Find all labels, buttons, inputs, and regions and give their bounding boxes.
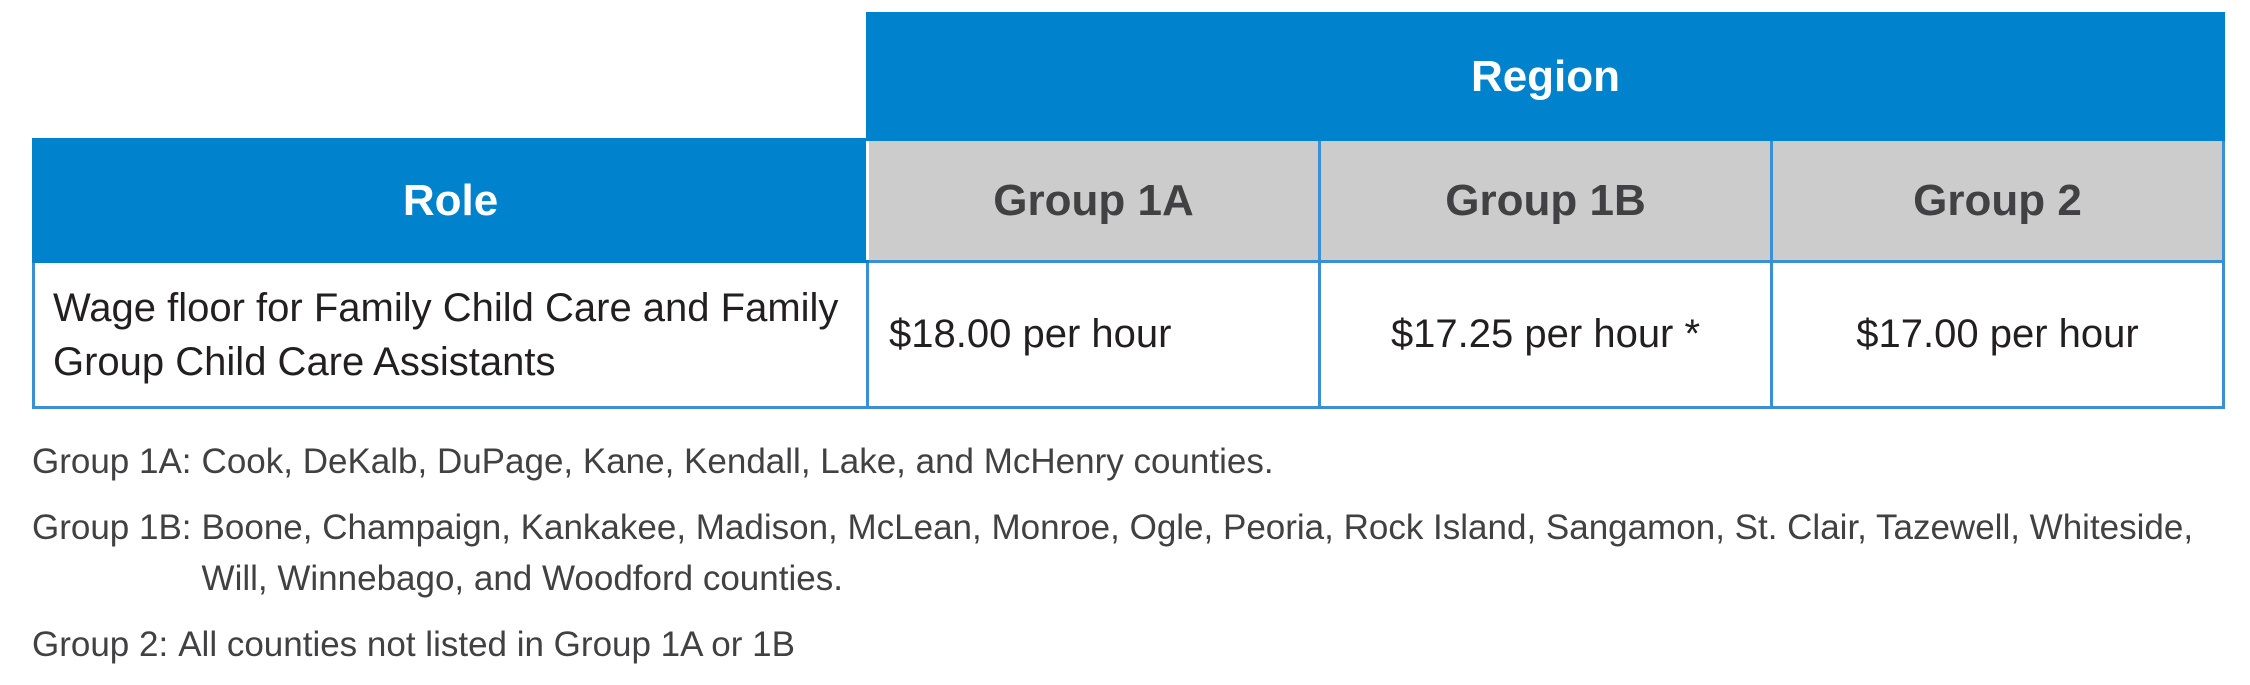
wage-table-container: Region Role Group 1A Group 1B Group 2 Wa… [32, 12, 2225, 409]
note-group-1a: Group 1A: Cook, DeKalb, DuPage, Kane, Ke… [32, 436, 2222, 487]
region-header: Region [866, 12, 2225, 141]
note-label: Group 2: [32, 625, 169, 664]
group-1b-header: Group 1B [1318, 138, 1773, 263]
note-group-2: Group 2: All counties not listed in Grou… [32, 619, 2222, 670]
note-text: All counties not listed in Group 1A or 1… [178, 625, 795, 664]
blank-corner-cell [33, 13, 868, 140]
group-2-rate: $17.00 per hour [1770, 260, 2225, 409]
group-1b-rate: $17.25 per hour * [1318, 260, 1773, 409]
note-label: Group 1A: [32, 442, 192, 481]
role-cell: Wage floor for Family Child Care and Fam… [32, 260, 869, 409]
table-row: Wage floor for Family Child Care and Fam… [32, 260, 2225, 409]
role-header: Role [32, 138, 869, 263]
column-header-row: Role Group 1A Group 1B Group 2 [32, 138, 2225, 263]
note-group-1b: Group 1B: Boone, Champaign, Kankakee, Ma… [32, 502, 2222, 604]
note-text: Boone, Champaign, Kankakee, Madison, McL… [201, 508, 2194, 598]
note-text: Cook, DeKalb, DuPage, Kane, Kendall, Lak… [201, 442, 1274, 481]
wage-table: Region Role Group 1A Group 1B Group 2 Wa… [32, 12, 2225, 409]
group-1a-rate: $18.00 per hour [866, 260, 1321, 409]
footnotes: Group 1A: Cook, DeKalb, DuPage, Kane, Ke… [32, 436, 2222, 685]
group-2-header: Group 2 [1770, 138, 2225, 263]
note-label: Group 1B: [32, 508, 192, 547]
region-header-row: Region [33, 12, 2225, 141]
group-1a-header: Group 1A [866, 138, 1321, 263]
